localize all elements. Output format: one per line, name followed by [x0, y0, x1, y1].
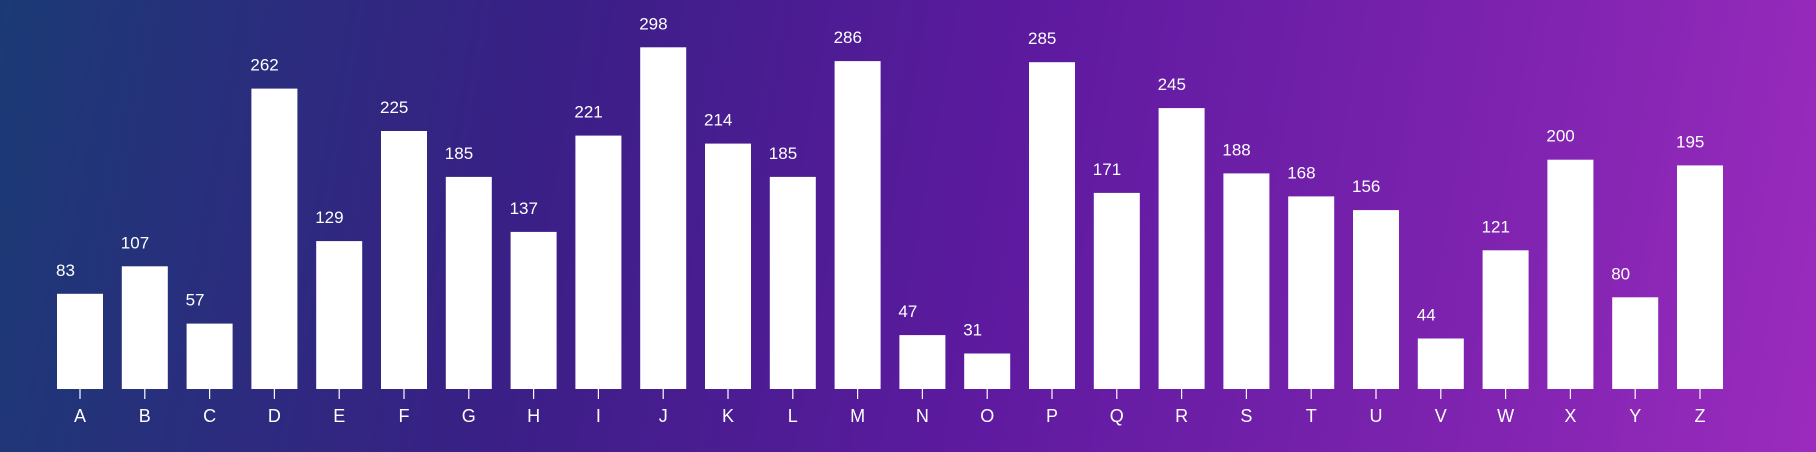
value-label-Z: 195: [1676, 132, 1704, 151]
category-label-H: H: [527, 406, 540, 426]
value-label-U: 156: [1352, 177, 1380, 196]
category-label-Z: Z: [1695, 406, 1706, 426]
value-label-R: 245: [1158, 75, 1186, 94]
bar-E: [316, 241, 363, 389]
value-label-A: 83: [56, 261, 75, 280]
bar-G: [445, 176, 492, 389]
value-label-M: 286: [834, 28, 862, 47]
bar-C: [186, 323, 233, 389]
bar-A: [57, 293, 103, 389]
category-label-J: J: [659, 406, 668, 426]
bar-W: [1482, 250, 1529, 389]
category-label-T: T: [1306, 406, 1317, 426]
category-label-A: A: [74, 406, 86, 426]
value-label-T: 168: [1287, 163, 1315, 182]
value-label-K: 214: [704, 111, 732, 130]
category-label-N: N: [916, 406, 929, 426]
bar-N: [899, 335, 946, 389]
bar-V: [1417, 338, 1464, 389]
value-label-F: 225: [380, 98, 408, 117]
value-label-W: 121: [1482, 217, 1510, 236]
category-label-B: B: [139, 406, 151, 426]
bar-Y: [1612, 297, 1659, 389]
bar-U: [1353, 210, 1399, 389]
category-label-S: S: [1240, 406, 1252, 426]
category-label-Q: Q: [1110, 406, 1124, 426]
bar-H: [510, 231, 557, 389]
category-label-R: R: [1175, 406, 1188, 426]
category-label-Y: Y: [1629, 406, 1641, 426]
bar-M: [834, 61, 881, 389]
value-label-X: 200: [1546, 127, 1574, 146]
value-label-B: 107: [121, 233, 149, 252]
bar-R: [1158, 108, 1205, 389]
value-label-P: 285: [1028, 29, 1056, 48]
category-label-G: G: [462, 406, 476, 426]
value-label-S: 188: [1222, 140, 1250, 159]
value-label-D: 262: [250, 56, 278, 75]
category-label-P: P: [1046, 406, 1058, 426]
category-labels-layer: A B C D E F G H I J K L M N O P Q R S T U V W X Y Z: [74, 406, 1706, 426]
category-label-D: D: [268, 406, 281, 426]
category-label-I: I: [596, 406, 601, 426]
bar-K: [705, 143, 751, 389]
bar-F: [381, 131, 427, 389]
value-labels-layer: 83 107 57 262 129 225 185 137 221 298 214 185 286 47 3…: [56, 14, 1704, 339]
category-label-X: X: [1564, 406, 1576, 426]
value-label-E: 129: [315, 208, 343, 227]
value-label-V: 44: [1417, 306, 1436, 325]
bar-B: [121, 266, 168, 389]
value-label-L: 185: [769, 144, 797, 163]
value-label-J: 298: [639, 14, 667, 33]
bar-T: [1288, 196, 1335, 389]
bar-L: [769, 176, 816, 389]
category-label-K: K: [722, 406, 734, 426]
category-label-E: E: [333, 406, 345, 426]
category-label-V: V: [1435, 406, 1447, 426]
bar-I: [575, 135, 622, 389]
category-label-C: C: [203, 406, 216, 426]
bar-S: [1223, 173, 1270, 389]
value-label-Q: 171: [1093, 160, 1121, 179]
value-label-H: 137: [510, 199, 538, 218]
value-label-N: 47: [898, 302, 917, 321]
category-label-L: L: [788, 406, 798, 426]
category-label-M: M: [850, 406, 865, 426]
bars-layer: [57, 47, 1723, 390]
bar-O: [964, 353, 1011, 389]
bar-P: [1029, 62, 1075, 389]
category-label-F: F: [399, 406, 410, 426]
value-label-I: 221: [574, 103, 602, 122]
value-label-G: 185: [445, 144, 473, 163]
value-label-O: 31: [963, 321, 982, 340]
value-label-C: 57: [186, 291, 205, 310]
bar-J: [640, 47, 687, 390]
category-label-U: U: [1370, 406, 1383, 426]
category-label-W: W: [1497, 406, 1514, 426]
bar-Q: [1093, 192, 1140, 389]
bar-X: [1547, 159, 1594, 389]
ticks-layer: [79, 385, 1701, 399]
bar-D: [251, 88, 298, 389]
category-label-O: O: [980, 406, 994, 426]
bar-Z: [1677, 165, 1723, 389]
value-label-Y: 80: [1611, 264, 1630, 283]
